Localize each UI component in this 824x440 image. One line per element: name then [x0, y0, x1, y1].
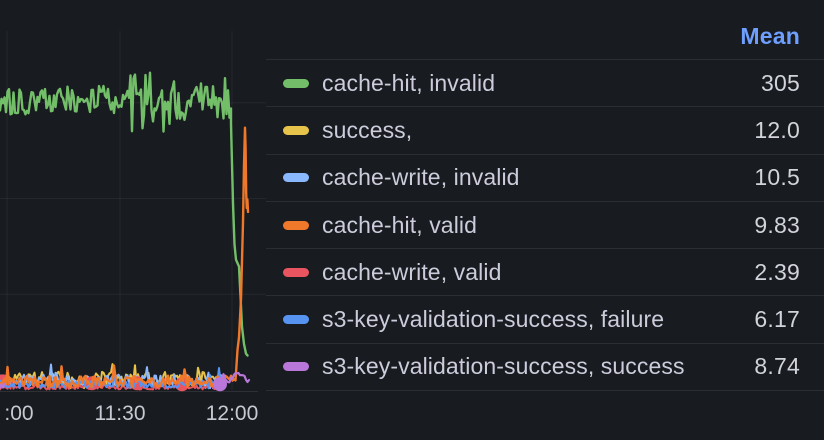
legend-table: Mean cache-hit, invalid 305 success, 12.…: [266, 0, 824, 440]
series-mean-value: 9.83: [754, 211, 800, 238]
timeseries-svg: :00 11:30 12:00: [0, 31, 266, 425]
series-color-swatch: [283, 267, 309, 277]
series-mean-value: 8.74: [754, 353, 800, 380]
series-mean-value: 12.0: [754, 116, 800, 143]
series-color-swatch: [283, 220, 309, 230]
legend-rows: cache-hit, invalid 305 success, 12.0 cac…: [266, 59, 824, 392]
series-label[interactable]: s3-key-validation-success, success: [322, 353, 685, 380]
legend-mean-column-header[interactable]: Mean: [740, 23, 800, 49]
series-label[interactable]: success,: [322, 116, 413, 143]
legend-row[interactable]: cache-hit, invalid 305: [266, 59, 824, 106]
series-mean-value: 305: [761, 69, 800, 96]
x-axis-tick-label: 11:30: [95, 402, 146, 425]
legend-row[interactable]: cache-write, invalid 10.5: [266, 153, 824, 201]
legend-row[interactable]: s3-key-validation-success, success 8.74: [266, 342, 824, 390]
x-axis-tick-label: :00: [4, 402, 33, 425]
series-label[interactable]: cache-write, valid: [322, 258, 502, 285]
series-color-swatch: [283, 125, 309, 135]
legend-row[interactable]: success, 12.0: [266, 106, 824, 153]
series-label[interactable]: cache-write, invalid: [322, 164, 520, 191]
legend-row[interactable]: s3-key-validation-success, failure 6.17: [266, 295, 824, 342]
legend-header: Mean: [266, 0, 824, 59]
series-color-swatch: [283, 78, 309, 88]
series-mean-value: 10.5: [754, 164, 800, 191]
series-label[interactable]: cache-hit, valid: [322, 211, 478, 238]
x-axis-tick-label: 12:00: [206, 402, 259, 425]
series-label[interactable]: cache-hit, invalid: [322, 69, 496, 96]
series-color-swatch: [283, 362, 309, 372]
series-mean-value: 6.17: [754, 306, 800, 333]
timeseries-chart[interactable]: :00 11:30 12:00: [0, 0, 266, 440]
series-color-swatch: [283, 315, 309, 325]
series-mean-value: 2.39: [754, 258, 800, 285]
series-label[interactable]: s3-key-validation-success, failure: [322, 306, 665, 333]
series-color-swatch: [283, 173, 309, 183]
legend-row[interactable]: cache-hit, valid 9.83: [266, 200, 824, 248]
legend-row[interactable]: cache-write, valid 2.39: [266, 248, 824, 295]
